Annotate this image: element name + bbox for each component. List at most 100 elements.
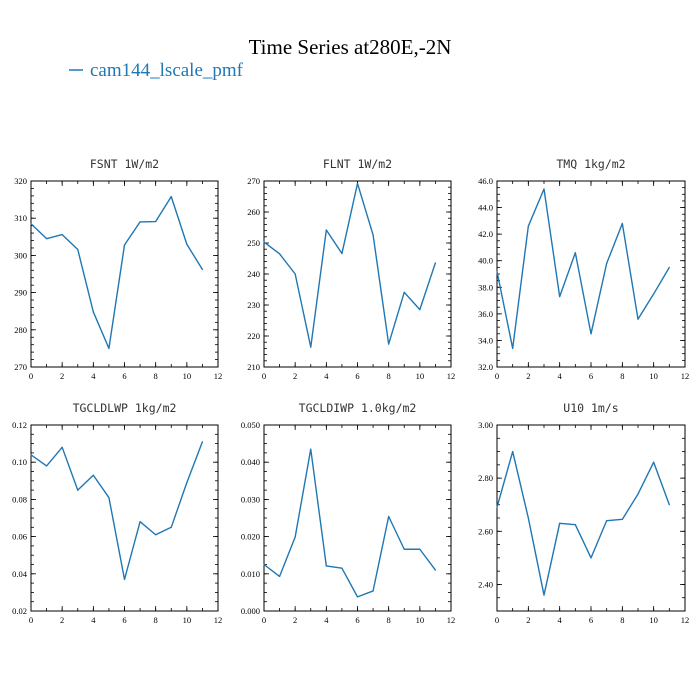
data-point	[574, 252, 576, 254]
data-point	[186, 243, 188, 245]
y-tick-label: 2.40	[478, 579, 493, 589]
x-tick-label: 2	[60, 371, 64, 381]
data-point	[263, 563, 265, 566]
y-tick-label: 0.10	[12, 457, 27, 467]
y-tick-label: 0.050	[241, 420, 260, 430]
x-tick-label: 0	[29, 615, 33, 625]
data-point	[527, 517, 529, 519]
x-tick-label: 10	[416, 615, 425, 625]
panel-title: TGCLDIWP 1.0kg/m2	[299, 401, 417, 415]
y-tick-label: 38.0	[478, 282, 493, 292]
panel-6: U10 1m/s 0 2 4 6 8 10 12 2.40 2.60 2.80 3.00	[478, 401, 689, 625]
data-point	[278, 253, 281, 255]
y-tick-label: 0.08	[12, 494, 27, 504]
x-tick-label: 6	[589, 371, 593, 381]
data-point	[139, 521, 141, 523]
data-point	[496, 506, 498, 508]
y-tick-label: 2.80	[478, 473, 493, 483]
data-point	[434, 569, 437, 571]
x-tick-label: 0	[495, 371, 499, 381]
data-point	[170, 526, 172, 528]
data-point	[45, 465, 48, 467]
x-tick-label: 6	[589, 615, 593, 625]
y-tick-label: 3.00	[478, 420, 493, 430]
data-point	[155, 220, 157, 223]
data-point	[621, 222, 623, 225]
x-tick-label: 4	[324, 371, 329, 381]
data-point	[341, 567, 343, 569]
panel-title: U10 1m/s	[563, 401, 618, 415]
y-tick-label: 0.020	[241, 532, 260, 542]
data-point	[388, 515, 390, 518]
x-tick-label: 6	[122, 371, 126, 381]
y-tick-label: 2.60	[478, 526, 493, 536]
y-tick-label: 46.0	[478, 176, 493, 186]
y-tick-label: 42.0	[478, 229, 493, 239]
x-tick-label: 12	[214, 615, 223, 625]
y-tick-label: 250	[247, 238, 260, 248]
y-tick-label: 0.06	[12, 532, 27, 542]
panel-4: TGCLDLWP 1kg/m2 0 2 4 6 8 10 12 0.02 0.04 0.06 0.08…	[12, 401, 222, 625]
data-point	[403, 291, 405, 293]
panel-1: FSNT 1W/m2 0 2 4 6 8 10 12 270 280 290 300 310 320	[14, 157, 222, 381]
data-point	[388, 343, 390, 345]
y-tick-label: 0.02	[12, 606, 27, 616]
panel-title: FLNT 1W/m2	[323, 157, 392, 171]
y-tick-label: 290	[14, 288, 27, 298]
series-line	[30, 195, 204, 350]
data-point	[434, 262, 437, 264]
data-point	[201, 441, 204, 443]
data-point	[61, 446, 63, 448]
panel-title: FSNT 1W/m2	[90, 157, 159, 171]
data-point	[419, 309, 421, 311]
x-tick-label: 8	[387, 615, 391, 625]
x-tick-label: 0	[495, 615, 499, 625]
data-point	[310, 346, 312, 348]
data-point	[543, 188, 545, 190]
x-tick-label: 10	[183, 371, 192, 381]
data-point	[637, 493, 639, 495]
x-tick-label: 2	[293, 615, 297, 625]
data-point	[356, 596, 359, 598]
x-tick-label: 10	[183, 615, 192, 625]
y-tick-label: 320	[14, 176, 27, 186]
data-point	[61, 233, 63, 236]
y-tick-label: 0.12	[12, 420, 27, 430]
x-tick-label: 8	[620, 615, 624, 625]
x-tick-label: 4	[558, 371, 563, 381]
series-line	[263, 448, 436, 598]
data-point	[637, 318, 639, 320]
y-tick-label: 280	[14, 325, 27, 335]
x-tick-label: 2	[293, 371, 297, 381]
data-point	[155, 534, 157, 536]
data-point	[325, 229, 327, 231]
x-tick-label: 12	[447, 371, 456, 381]
data-point	[559, 295, 561, 298]
panel-5: TGCLDIWP 1.0kg/m2 0 2 4 6 8 10 12 0.000 0.010 0.02…	[241, 401, 455, 625]
series-line	[496, 450, 670, 596]
legend-label: cam144_lscale_pmf	[90, 60, 244, 81]
data-point	[668, 266, 670, 268]
data-point	[341, 252, 343, 255]
data-point	[92, 474, 94, 476]
data-point	[543, 594, 545, 596]
y-tick-label: 0.04	[12, 569, 28, 579]
data-point	[372, 234, 374, 236]
x-tick-label: 8	[154, 615, 158, 625]
x-tick-label: 10	[649, 615, 658, 625]
x-tick-label: 12	[447, 615, 456, 625]
data-point	[512, 347, 514, 349]
data-point	[123, 578, 126, 580]
data-point	[123, 244, 126, 246]
y-tick-label: 220	[247, 331, 260, 341]
data-point	[139, 221, 141, 223]
panels: FSNT 1W/m20 2 4 6 8 10 12270280290300310320FLN…	[12, 157, 689, 625]
x-tick-label: 2	[60, 615, 64, 625]
x-tick-label: 12	[681, 615, 690, 625]
panel-2: FLNT 1W/m2 0 2 4 6 8 10 12 210 220 230 240 250 260 270	[247, 157, 455, 381]
data-point	[606, 520, 608, 522]
y-tick-label: 260	[247, 207, 260, 217]
series-line	[496, 188, 670, 350]
